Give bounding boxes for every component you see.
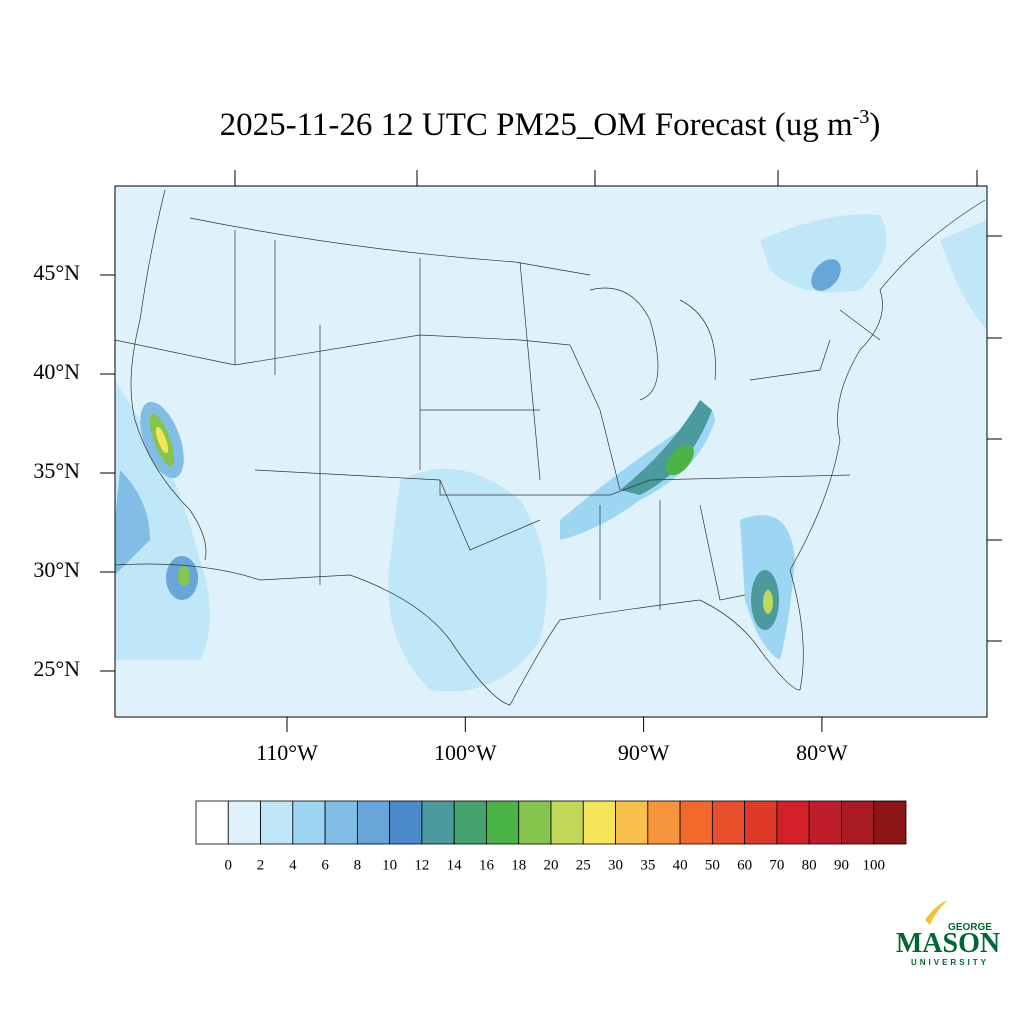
lon-label: 100°W: [434, 740, 497, 765]
colorbar-box: [356, 800, 391, 845]
lat-label: 35°N: [33, 458, 80, 483]
title-text: 2025-11-26 12 UTC PM25_OM Forecast (ug m: [220, 107, 853, 143]
title-sup: -3: [853, 106, 870, 128]
map: [114, 170, 1002, 718]
lat-label: 40°N: [33, 359, 80, 384]
lat-label: 45°N: [33, 260, 80, 285]
lon-label: 110°W: [256, 740, 318, 765]
logo-name: MASON: [896, 928, 1000, 959]
colorbar-box: [808, 800, 842, 845]
concentration-field: [115, 214, 987, 692]
logo-top: GEORGE: [948, 922, 992, 933]
colorbar-box: [776, 800, 810, 845]
colorbar-box: [647, 800, 681, 845]
colorbar-label: 14: [447, 857, 463, 873]
colorbar-box: [518, 800, 552, 845]
colorbar-label: 12: [414, 857, 429, 873]
colorbar-label: 10: [382, 857, 397, 873]
colorbar-box: [227, 800, 261, 845]
colorbar-label: 80: [802, 857, 817, 873]
colorbar-box: [550, 800, 584, 845]
title-close: ): [869, 107, 880, 143]
colorbar-label: 70: [769, 857, 784, 873]
colorbar-label: 40: [673, 857, 688, 873]
logo: GEORGE MASON UNIVERSITY: [896, 900, 1000, 967]
frame-ticks: [234, 170, 1002, 642]
colorbar-label: 50: [705, 857, 720, 873]
colorbar-label: 25: [576, 857, 591, 873]
colorbar-label: 16: [479, 857, 495, 873]
colorbar-box: [260, 800, 294, 845]
colorbar-label: 6: [321, 857, 329, 873]
lon-label: 80°W: [796, 740, 848, 765]
lat-label: 25°N: [33, 656, 80, 681]
colorbar-label: 100: [862, 857, 885, 873]
state-borders: [114, 189, 986, 706]
colorbar-label: 18: [511, 857, 526, 873]
lon-label: 90°W: [618, 740, 670, 765]
colorbar-label: 90: [834, 857, 849, 873]
colorbar-box: [679, 800, 713, 845]
colorbar-label: 30: [608, 857, 623, 873]
colorbar-box: [711, 800, 746, 845]
colorbar-label: 2: [257, 857, 265, 873]
colorbar-label: 60: [737, 857, 752, 873]
colorbar-label: 8: [354, 857, 362, 873]
colorbar-label: 35: [640, 857, 655, 873]
colorbar-box: [421, 800, 455, 845]
colorbar-box: [292, 800, 326, 845]
colorbar-box: [615, 800, 649, 845]
colorbar-box: [324, 800, 358, 845]
colorbar-label: 20: [544, 857, 559, 873]
colorbar-box: [453, 800, 487, 845]
map-frame: [114, 185, 988, 718]
logo-bottom: UNIVERSITY: [911, 958, 989, 967]
title: 2025-11-26 12 UTC PM25_OM Forecast (ug m…: [220, 106, 881, 143]
colorbar-label: 4: [289, 857, 297, 873]
colorbar-box: [486, 800, 520, 845]
colorbar-box: [389, 800, 423, 845]
colorbar-box: [582, 800, 616, 845]
colorbar-box: [195, 800, 229, 845]
colorbar-box: [873, 800, 907, 845]
colorbar-box: [744, 800, 778, 845]
colorbar-box: [841, 800, 875, 845]
lat-label: 30°N: [33, 557, 80, 582]
colorbar-label: 0: [225, 857, 233, 873]
